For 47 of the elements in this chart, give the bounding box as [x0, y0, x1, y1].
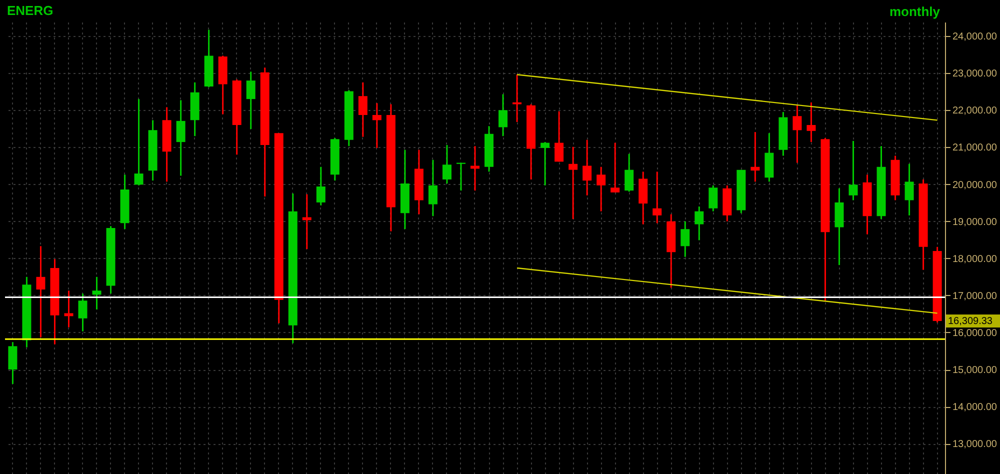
y-tick-label: 16,000.00	[952, 328, 998, 339]
chart-title: ENERG	[7, 3, 54, 18]
candlestick	[554, 110, 564, 162]
y-tick-label: 21,000.00	[952, 142, 998, 154]
candlestick	[358, 82, 368, 138]
candlestick	[568, 146, 578, 220]
candlestick	[246, 70, 256, 130]
candlestick	[806, 102, 816, 143]
candlestick	[8, 341, 18, 385]
candlestick	[78, 292, 88, 332]
y-tick-label: 19,000.00	[952, 216, 998, 228]
y-tick-label: 18,000.00	[952, 254, 998, 265]
candlestick	[428, 159, 438, 217]
candlestick	[694, 206, 704, 241]
candlestick	[708, 184, 718, 212]
candlestick	[92, 276, 102, 310]
candlestick	[652, 170, 662, 224]
candlestick	[792, 104, 802, 164]
y-tick-label: 14,000.00	[952, 402, 998, 414]
candlestick	[596, 166, 606, 212]
candlestick	[904, 163, 914, 216]
candlestick	[848, 140, 858, 201]
candlestick	[64, 290, 74, 328]
y-tick-label: 15,000.00	[952, 365, 998, 376]
candlestick	[36, 245, 46, 338]
candlestick	[750, 131, 760, 182]
candlestick	[498, 93, 508, 137]
candlestick	[610, 142, 620, 194]
text: 16,309.33	[948, 316, 993, 328]
y-tick-label: 17,000.00	[952, 290, 998, 302]
candlestick	[302, 194, 312, 250]
y-tick-label: 23,000.00	[952, 68, 998, 80]
candlestick	[134, 98, 144, 186]
candlestick	[582, 139, 592, 196]
candlestick	[680, 220, 690, 258]
candlestick	[442, 144, 452, 184]
candlestick	[540, 141, 550, 186]
candlestick	[624, 153, 634, 192]
y-tick-label: 24,000.00	[952, 32, 998, 43]
candlestick	[176, 99, 186, 177]
candlestick	[316, 166, 326, 206]
text: monthly	[889, 4, 941, 19]
candlestick	[456, 162, 466, 192]
candlestick	[372, 102, 382, 149]
y-tick-label: 13,000.00	[952, 439, 998, 450]
y-tick-label: 20,000.00	[952, 180, 998, 191]
y-tick-label: 22,000.00	[952, 106, 998, 117]
